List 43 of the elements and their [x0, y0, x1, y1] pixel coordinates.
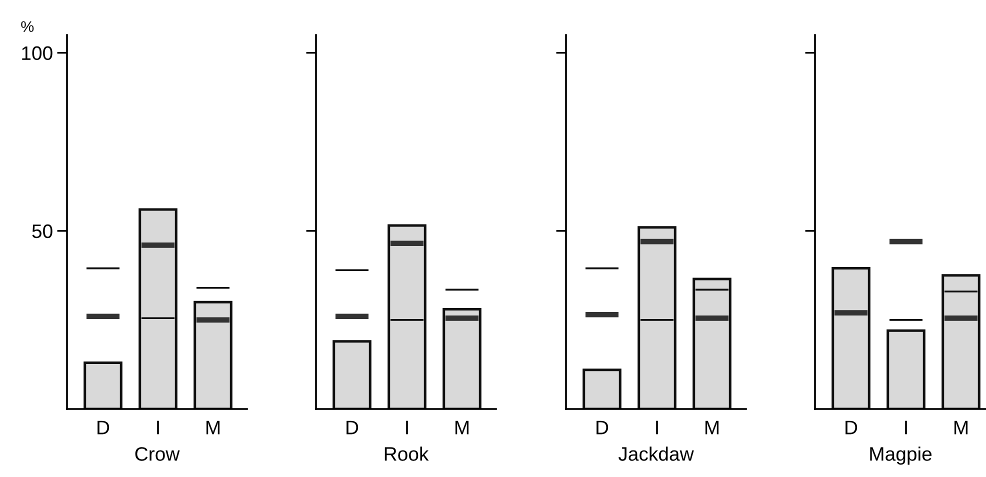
x-tick-label: I: [905, 420, 907, 434]
bar: [84, 361, 122, 409]
bar: [446, 316, 478, 321]
x-tick-label: M: [954, 420, 968, 434]
bar: [696, 316, 728, 321]
bar: [944, 316, 978, 321]
bar: [86, 314, 120, 320]
x-tick-label: M: [705, 420, 719, 434]
x-tick-label: D: [98, 420, 110, 434]
y-tick-label: 50: [32, 224, 52, 238]
bar: [890, 238, 922, 244]
x-tick-label: I: [157, 420, 159, 434]
x-axis-title: Magpie: [870, 446, 932, 465]
x-tick-label: D: [596, 420, 608, 434]
x-tick-label: M: [455, 420, 469, 434]
bar: [196, 317, 230, 323]
x-axis-title: Jackdaw: [618, 446, 694, 461]
y-axis-title: %: [21, 21, 34, 32]
bar: [886, 329, 926, 409]
bar: [390, 240, 424, 246]
y-tick-label: 100: [22, 46, 52, 60]
bar: [194, 300, 232, 409]
bar: [942, 274, 980, 409]
x-tick-label: I: [406, 420, 408, 434]
x-tick-label: D: [846, 420, 858, 434]
bar: [142, 242, 174, 248]
bar: [582, 368, 622, 409]
bar: [442, 308, 482, 409]
x-axis-title: Rook: [384, 446, 429, 461]
bar: [692, 278, 732, 409]
bar: [332, 340, 372, 409]
x-axis-title: Crow: [135, 447, 180, 461]
bar: [388, 224, 426, 409]
bar: [336, 314, 368, 320]
bar: [586, 312, 618, 318]
bar: [834, 310, 868, 316]
x-tick-label: M: [206, 420, 220, 434]
bar: [832, 267, 870, 409]
x-tick-label: D: [346, 420, 358, 434]
bar: [638, 226, 676, 409]
bar: [640, 238, 674, 244]
x-tick-label: I: [656, 420, 658, 434]
bar: [138, 208, 178, 409]
